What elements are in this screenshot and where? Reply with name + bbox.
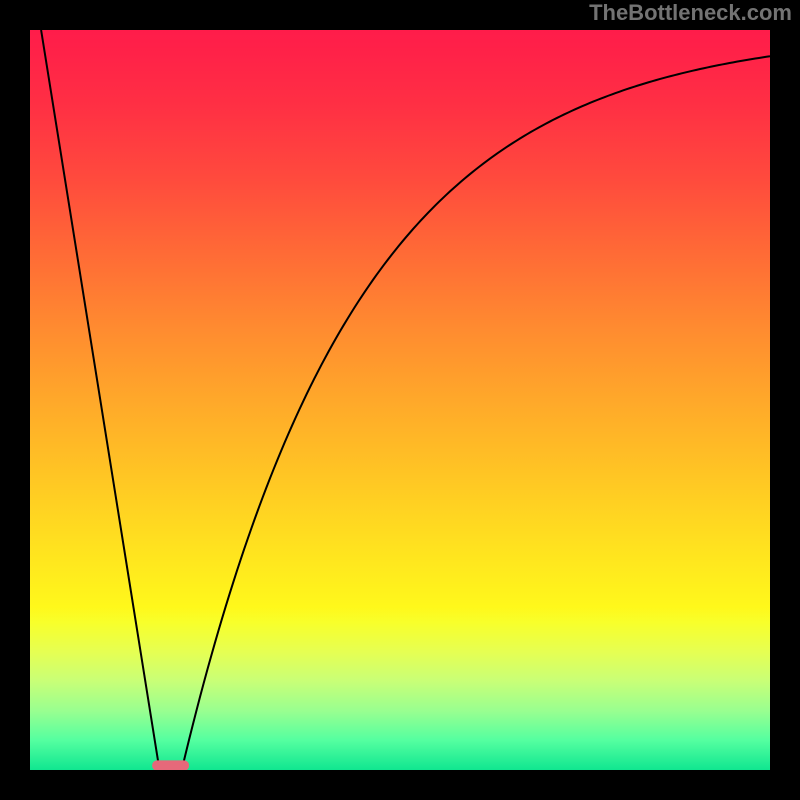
watermark-text: TheBottleneck.com <box>589 0 792 26</box>
dip-marker <box>152 760 189 770</box>
border-right <box>770 0 800 800</box>
bottleneck-chart <box>0 0 800 800</box>
border-bottom <box>0 770 800 800</box>
border-left <box>0 0 30 800</box>
